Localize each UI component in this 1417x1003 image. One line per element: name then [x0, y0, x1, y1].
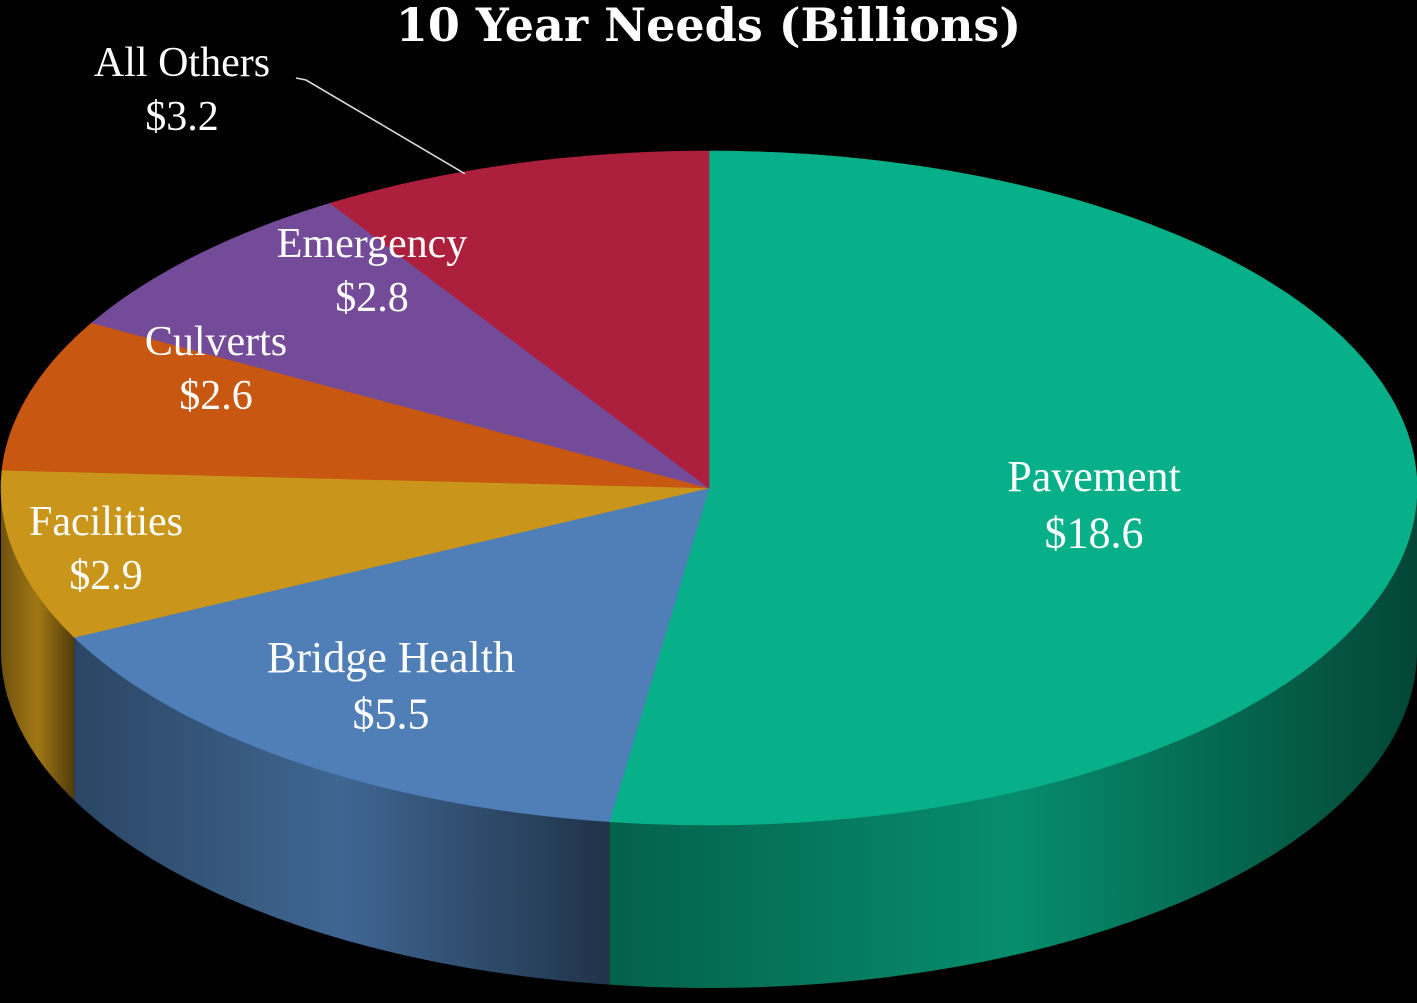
label-all-others-name: All Others	[94, 40, 270, 86]
slice-labels: Pavement $18.6 Bridge Health $5.5 Facilities…	[29, 40, 1181, 738]
label-facilities-value: $2.9	[69, 553, 143, 599]
label-emergency-name: Emergency	[277, 221, 467, 267]
label-pavement-value: $18.6	[1045, 508, 1144, 557]
leader-line-all-others	[295, 77, 466, 175]
label-culverts-value: $2.6	[179, 373, 253, 419]
slice-side-bridge-health	[74, 637, 610, 985]
slice-side-pavement	[609, 488, 1417, 988]
label-bridge-health-value: $5.5	[353, 689, 430, 738]
label-pavement-name: Pavement	[1007, 452, 1181, 501]
pie-sides	[1, 488, 1417, 988]
slice-side-facilities	[1, 488, 75, 801]
label-emergency-value: $2.8	[335, 275, 409, 321]
slice-facilities	[0, 469, 710, 638]
slice-culverts	[1, 322, 710, 489]
slice-pavement	[609, 150, 1417, 826]
label-bridge-health-name: Bridge Health	[267, 633, 515, 682]
chart-title: 10 Year Needs (Billions)	[395, 0, 1022, 52]
slice-emergency	[91, 202, 710, 489]
label-facilities-name: Facilities	[29, 499, 183, 545]
pie-top-faces	[0, 150, 1417, 826]
slice-bridge-health	[73, 487, 710, 822]
leader-lines	[295, 77, 466, 175]
label-all-others-value: $3.2	[145, 94, 219, 140]
label-culverts-name: Culverts	[145, 319, 287, 365]
slice-all-others	[329, 150, 710, 489]
